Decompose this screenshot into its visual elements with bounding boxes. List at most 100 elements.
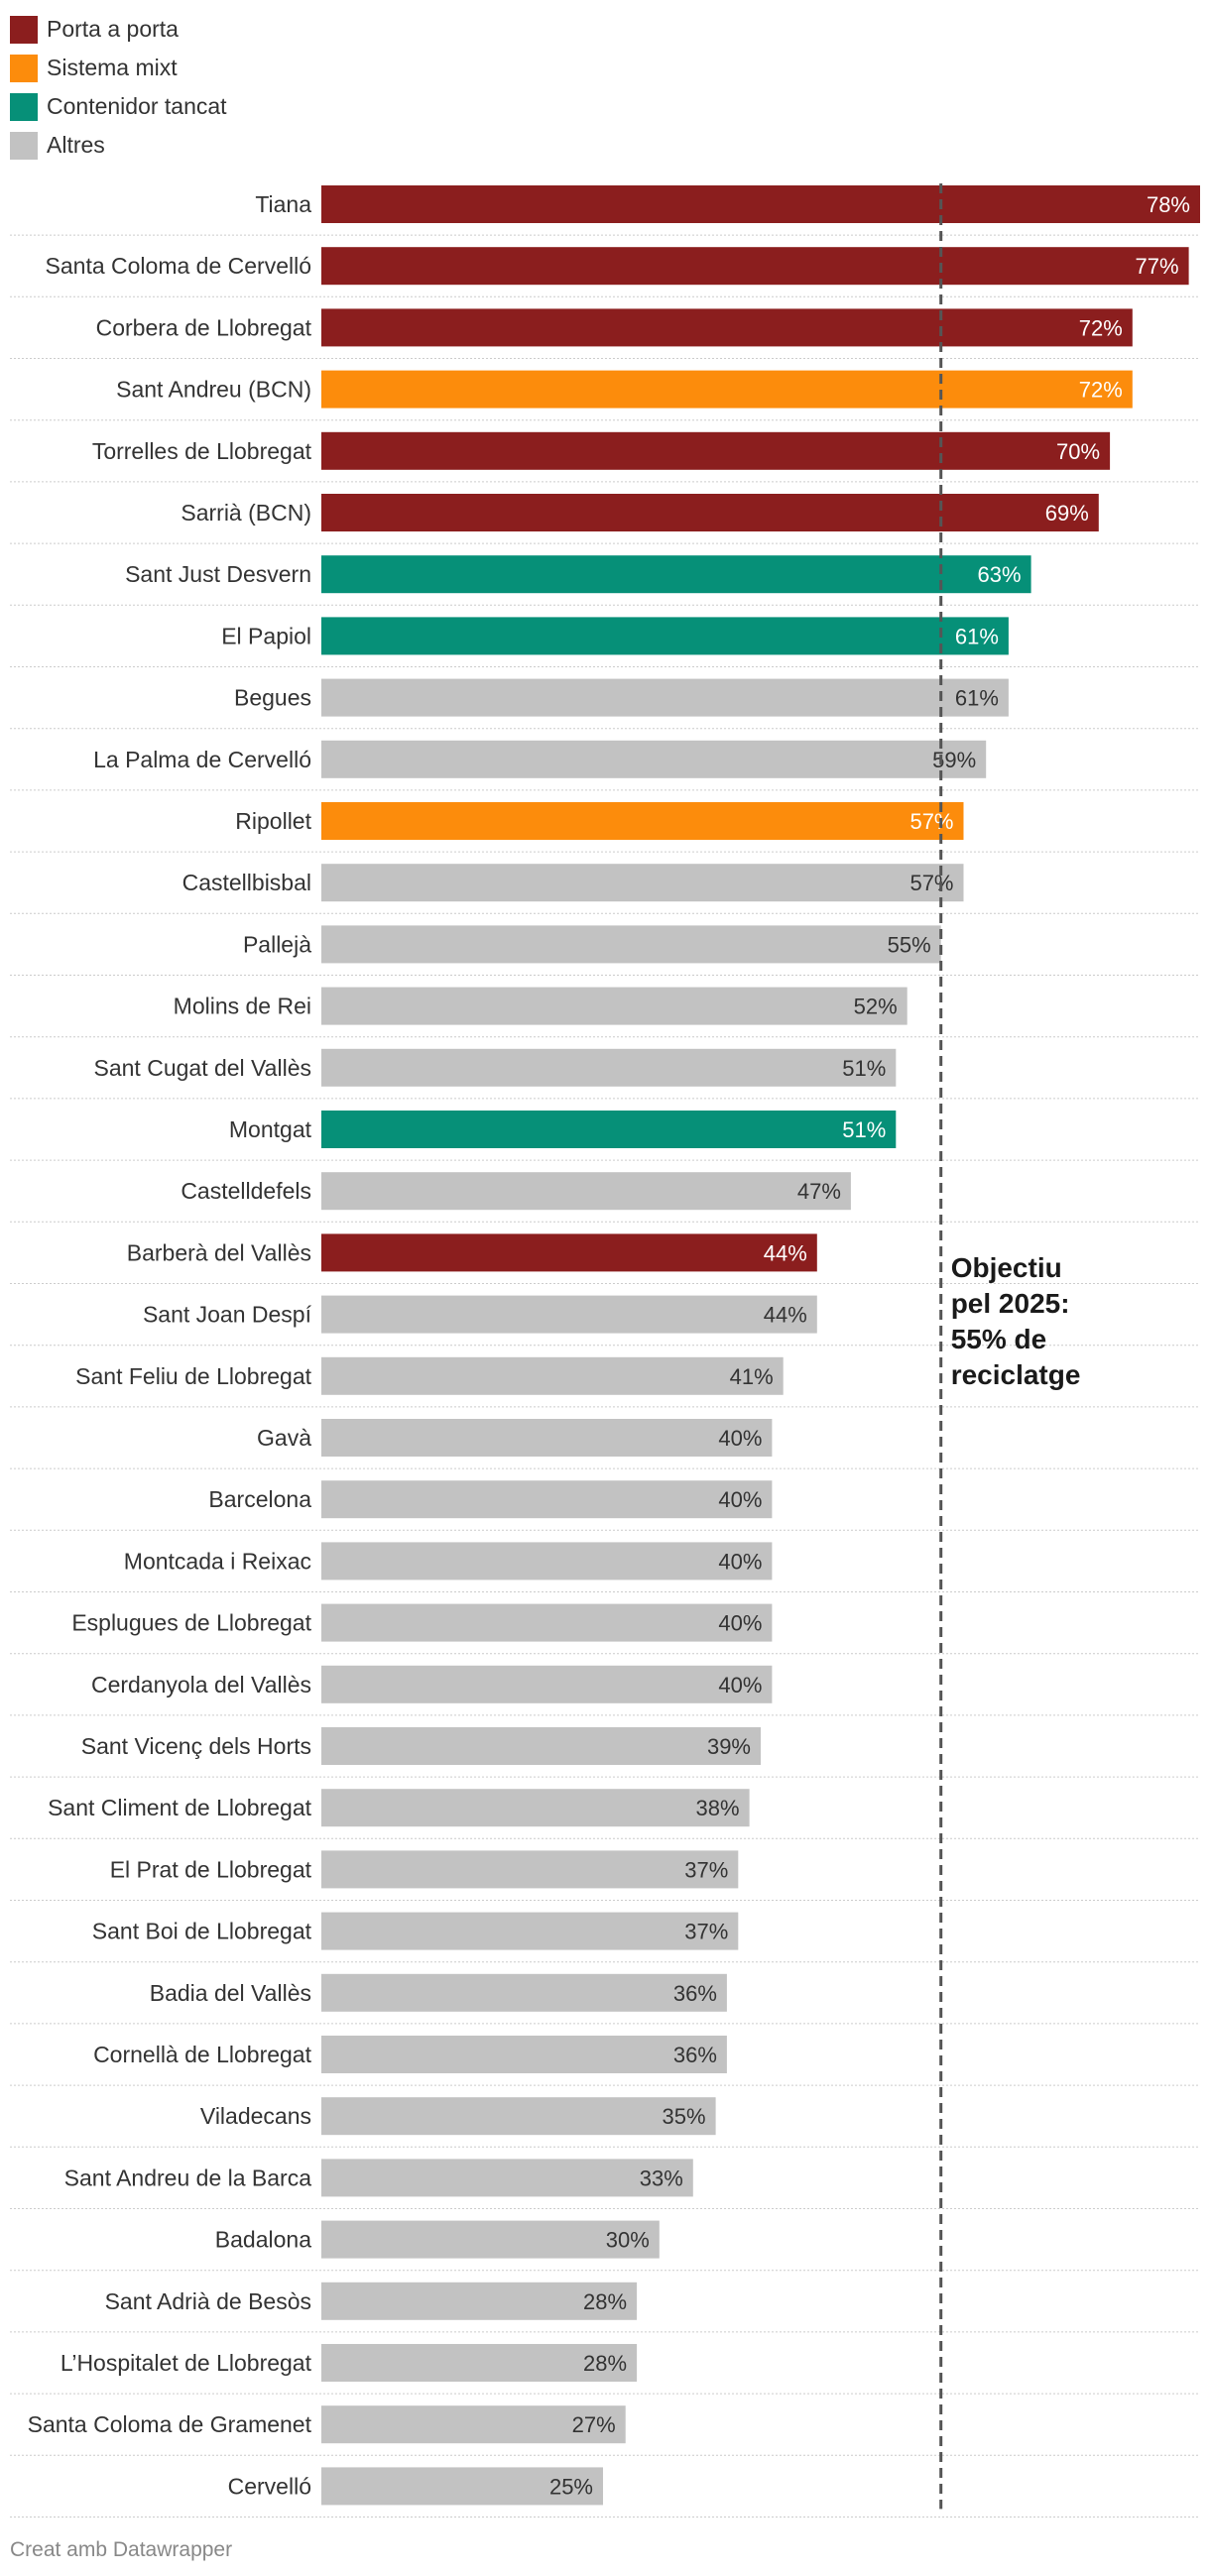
category-label: Castellbisbal: [182, 870, 311, 895]
bar: [321, 1603, 773, 1642]
value-label: 72%: [1079, 378, 1123, 403]
bar: [321, 1727, 761, 1765]
category-label: Sant Boi de Llobregat: [92, 1919, 312, 1944]
target-annotation-line: 55% de: [951, 1324, 1046, 1354]
category-label: Viladecans: [200, 2103, 311, 2129]
category-label: Sant Cugat del Vallès: [94, 1055, 312, 1081]
bar: [321, 1048, 897, 1087]
value-label: 57%: [909, 809, 953, 834]
value-label: 28%: [583, 2289, 627, 2314]
legend-item-sistema-mixt: Sistema mixt: [10, 49, 227, 87]
legend-item-altres: Altres: [10, 126, 227, 165]
value-label: 28%: [583, 2351, 627, 2376]
category-label: Sant Just Desvern: [125, 561, 311, 587]
bar: [321, 1172, 851, 1211]
bar: [321, 987, 908, 1025]
category-label: Cerdanyola del Vallès: [91, 1672, 311, 1698]
bar: [321, 1356, 784, 1395]
bar: [321, 1295, 817, 1334]
bar: [321, 617, 1009, 655]
bar: [321, 1233, 817, 1272]
bar: [321, 802, 964, 840]
category-label: Ripollet: [235, 808, 311, 834]
category-label: Badalona: [215, 2227, 311, 2253]
category-label: Sant Andreu (BCN): [116, 377, 311, 403]
value-label: 77%: [1136, 254, 1179, 279]
value-label: 36%: [673, 1981, 717, 2006]
category-label: Esplugues de Llobregat: [71, 1610, 311, 1636]
bar: [321, 2344, 638, 2382]
value-label: 70%: [1056, 439, 1100, 464]
category-label: La Palma de Cervelló: [93, 747, 311, 772]
category-label: Castelldefels: [181, 1178, 311, 1204]
bar: [321, 678, 1009, 717]
value-label: 63%: [978, 562, 1022, 587]
bar: [321, 2097, 716, 2136]
category-label: Barcelona: [208, 1486, 311, 1512]
bar: [321, 555, 1031, 594]
target-annotation: Objectiu pel 2025: 55% de reciclatge: [951, 1252, 1081, 1390]
value-label: 69%: [1045, 501, 1089, 526]
bar: [321, 308, 1133, 347]
value-label: 57%: [909, 871, 953, 895]
bar: [321, 2467, 603, 2506]
bar: [321, 2220, 660, 2259]
value-label: 27%: [572, 2412, 616, 2437]
value-label: 35%: [663, 2104, 706, 2129]
value-label: 30%: [606, 2228, 650, 2253]
value-label: 44%: [764, 1240, 807, 1265]
value-label: 41%: [730, 1364, 774, 1389]
value-label: 78%: [1147, 192, 1190, 217]
category-label: Molins de Rei: [174, 994, 311, 1019]
bar: [321, 494, 1099, 531]
legend-label: Sistema mixt: [47, 55, 178, 80]
category-label: Sarrià (BCN): [181, 500, 311, 526]
value-label: 40%: [718, 1549, 762, 1574]
legend-item-porta-a-porta: Porta a porta: [10, 10, 227, 49]
legend-swatch: [10, 131, 38, 160]
target-annotation-line: reciclatge: [951, 1359, 1081, 1390]
legend-label: Porta a porta: [47, 16, 179, 42]
bar: [321, 1912, 739, 1950]
value-label: 55%: [888, 932, 931, 957]
category-label: Begues: [234, 685, 311, 711]
category-label: Sant Andreu de la Barca: [64, 2165, 312, 2190]
bar: [321, 925, 941, 964]
value-label: 40%: [718, 1673, 762, 1698]
bar: [321, 740, 987, 778]
bar: [321, 1973, 727, 2012]
value-label: 37%: [684, 1920, 728, 1944]
value-label: 52%: [854, 995, 898, 1019]
category-label: Sant Vicenç dels Horts: [81, 1733, 311, 1759]
legend-swatch: [10, 92, 38, 121]
category-label: Corbera de Llobregat: [96, 314, 312, 340]
bar: [321, 2159, 693, 2197]
value-label: 61%: [955, 686, 999, 711]
bar: [321, 370, 1133, 409]
category-label: Sant Adrià de Besòs: [105, 2288, 311, 2314]
bar: [321, 1665, 773, 1703]
bar: [321, 1419, 773, 1457]
legend-swatch: [10, 15, 38, 44]
value-label: 59%: [932, 748, 976, 772]
category-label: Montcada i Reixac: [124, 1548, 311, 1574]
legend-swatch: [10, 54, 38, 82]
category-label: Montgat: [229, 1116, 312, 1142]
value-label: 33%: [640, 2166, 683, 2190]
category-label: Sant Feliu de Llobregat: [75, 1363, 311, 1389]
value-label: 25%: [549, 2474, 593, 2499]
bar: [321, 1789, 750, 1827]
value-label: 37%: [684, 1857, 728, 1882]
category-label: Barberà del Vallès: [127, 1239, 311, 1265]
category-label: Cornellà de Llobregat: [93, 2042, 312, 2067]
value-label: 44%: [764, 1303, 807, 1328]
value-label: 72%: [1079, 315, 1123, 340]
bar: [321, 2282, 638, 2320]
value-label: 47%: [797, 1179, 841, 1204]
category-label: El Prat de Llobregat: [110, 1856, 312, 1882]
bar: [321, 185, 1200, 223]
value-label: 51%: [842, 1056, 886, 1081]
category-label: L’Hospitalet de Llobregat: [60, 2350, 312, 2376]
legend: Porta a porta Sistema mixt Contenidor ta…: [10, 10, 227, 165]
